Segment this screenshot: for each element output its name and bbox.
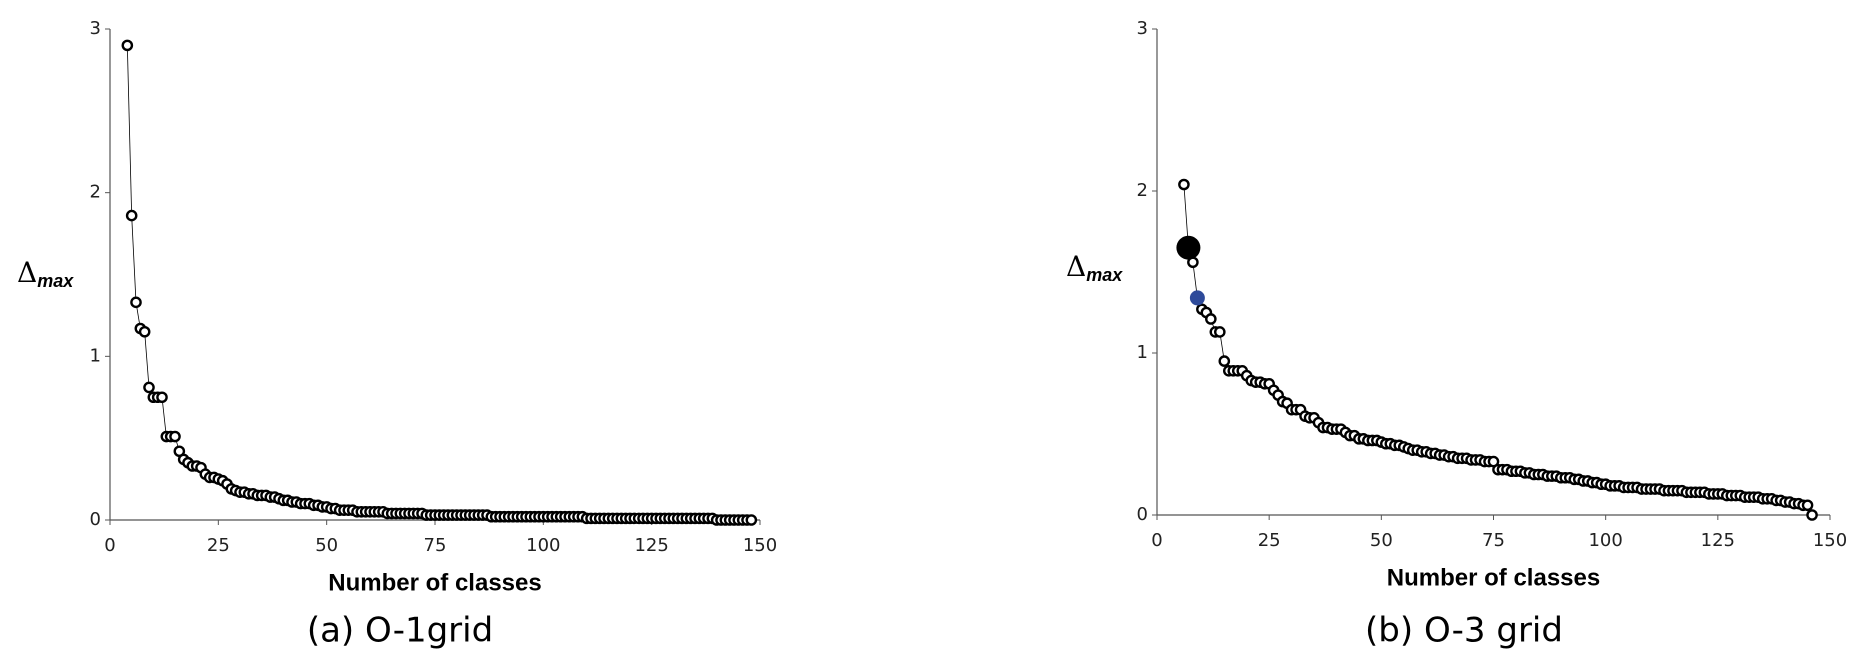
x-tick-label: 50	[315, 535, 338, 556]
highlight-point	[1176, 235, 1201, 260]
x-tick-label: 150	[743, 535, 777, 556]
data-point	[1801, 499, 1814, 512]
y-tick-label: 0	[1137, 504, 1148, 525]
x-tick-label: 0	[1151, 530, 1162, 551]
x-tick-label: 125	[634, 535, 668, 556]
y-axis-label-symbol: Δ	[17, 256, 37, 289]
y-tick-label: 0	[90, 509, 101, 530]
caption: (a) O-1grid	[307, 611, 493, 651]
y-axis-label: Δmax	[1066, 250, 1123, 285]
data-point	[1214, 326, 1226, 338]
data-point	[121, 39, 134, 52]
y-tick-label: 2	[90, 182, 101, 203]
x-tick-label: 100	[526, 535, 560, 556]
y-axis-label-subscript: max	[37, 271, 74, 291]
y-tick-label: 3	[1137, 18, 1148, 39]
y-tick-label: 1	[1137, 342, 1148, 363]
x-tick-label: 0	[104, 535, 115, 556]
x-tick-label: 75	[424, 535, 447, 556]
y-tick-label: 1	[90, 345, 101, 366]
y-axis-label-symbol: Δ	[1066, 250, 1086, 283]
x-tick-label: 75	[1482, 530, 1505, 551]
x-tick-label: 125	[1701, 530, 1735, 551]
y-tick-label: 2	[1137, 180, 1148, 201]
x-tick-label: 100	[1588, 530, 1622, 551]
series-line	[126, 45, 752, 521]
x-axis-label: Number of classes	[1387, 564, 1600, 591]
data-point	[1806, 509, 1818, 521]
x-tick-label: 25	[1258, 530, 1281, 551]
data-point	[130, 296, 142, 309]
x-axis-label: Number of classes	[328, 569, 541, 596]
x-tick-label: 150	[1813, 530, 1847, 551]
caption: (b) O-3 grid	[1365, 611, 1563, 651]
y-axis-label: Δmax	[17, 256, 74, 291]
data-point	[156, 391, 168, 404]
x-tick-label: 50	[1370, 530, 1393, 551]
data-point	[169, 430, 181, 443]
data-point	[1205, 313, 1217, 325]
data-point	[745, 514, 758, 526]
data-point	[125, 209, 138, 222]
y-tick-label: 3	[90, 18, 101, 39]
data-point	[1218, 355, 1231, 367]
data-point	[1178, 178, 1190, 191]
y-axis-label-subscript: max	[1086, 265, 1123, 285]
data-point	[138, 325, 151, 338]
x-tick-label: 25	[207, 535, 230, 556]
data-point	[143, 381, 155, 394]
highlight-point	[1189, 290, 1205, 306]
